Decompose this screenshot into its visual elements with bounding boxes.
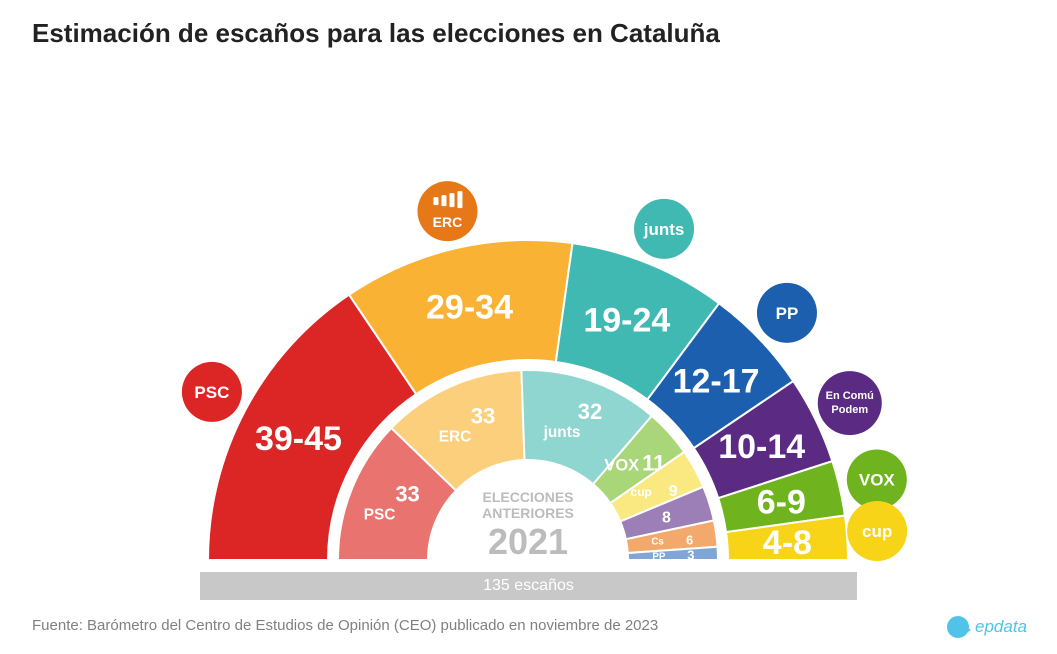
svg-text:Podem: Podem	[831, 404, 868, 416]
source-text: Fuente: Barómetro del Centro de Estudios…	[32, 617, 658, 634]
total-seats-bar: 135 escaños	[200, 572, 857, 600]
center-year: 2021	[488, 521, 568, 562]
epdata-logo-icon	[947, 616, 969, 638]
svg-text:cup: cup	[862, 522, 892, 541]
outer-label-cup: 4-8	[763, 524, 812, 562]
svg-text:junts: junts	[543, 424, 581, 441]
svg-text:6: 6	[686, 532, 693, 547]
svg-text:VOX: VOX	[859, 470, 896, 489]
inner-label-comu: 8	[662, 509, 671, 526]
svg-text:PSC: PSC	[364, 507, 396, 524]
svg-text:33: 33	[471, 404, 495, 429]
svg-text:PP: PP	[652, 551, 666, 562]
svg-text:cup: cup	[631, 485, 652, 499]
epdata-logo-text: epdata	[975, 617, 1027, 637]
hemicycle-chart: 39-45 PSC 29-34 ERC 19-24 junts 12-17 PP 10-14 En…	[0, 70, 1057, 600]
outer-label-pp: 12-17	[673, 362, 760, 400]
svg-text:ERC: ERC	[433, 214, 463, 230]
badge-erc: ERC	[417, 181, 477, 241]
svg-text:33: 33	[395, 482, 419, 507]
outer-label-erc: 29-34	[426, 289, 513, 327]
badge-junts: junts	[634, 199, 694, 259]
outer-label-psc: 39-45	[255, 420, 342, 458]
svg-text:3: 3	[687, 547, 694, 562]
center-anteriores: ANTERIORES	[482, 505, 574, 521]
svg-text:Cs: Cs	[651, 536, 664, 547]
badge-vox: VOX	[847, 449, 907, 509]
badge-pp: PP	[757, 283, 817, 343]
badge-cup: cup	[847, 501, 907, 561]
svg-text:ERC: ERC	[439, 429, 472, 446]
svg-text:PSC: PSC	[194, 383, 229, 402]
badge-psc: PSC	[182, 362, 242, 422]
outer-label-comu: 10-14	[718, 428, 805, 466]
svg-text:32: 32	[578, 399, 602, 424]
svg-text:VOX: VOX	[604, 457, 639, 475]
epdata-logo: epdata	[947, 616, 1027, 638]
svg-text:PP: PP	[776, 304, 799, 323]
chart-title: Estimación de escaños para las eleccione…	[32, 18, 720, 49]
svg-text:En Comú: En Comú	[826, 390, 874, 402]
badge-comu: En Comú Podem	[818, 371, 882, 435]
outer-label-vox: 6-9	[757, 483, 806, 521]
svg-text:junts: junts	[643, 220, 685, 239]
center-elecciones: ELECCIONES	[482, 489, 573, 505]
outer-label-junts: 19-24	[583, 301, 670, 339]
